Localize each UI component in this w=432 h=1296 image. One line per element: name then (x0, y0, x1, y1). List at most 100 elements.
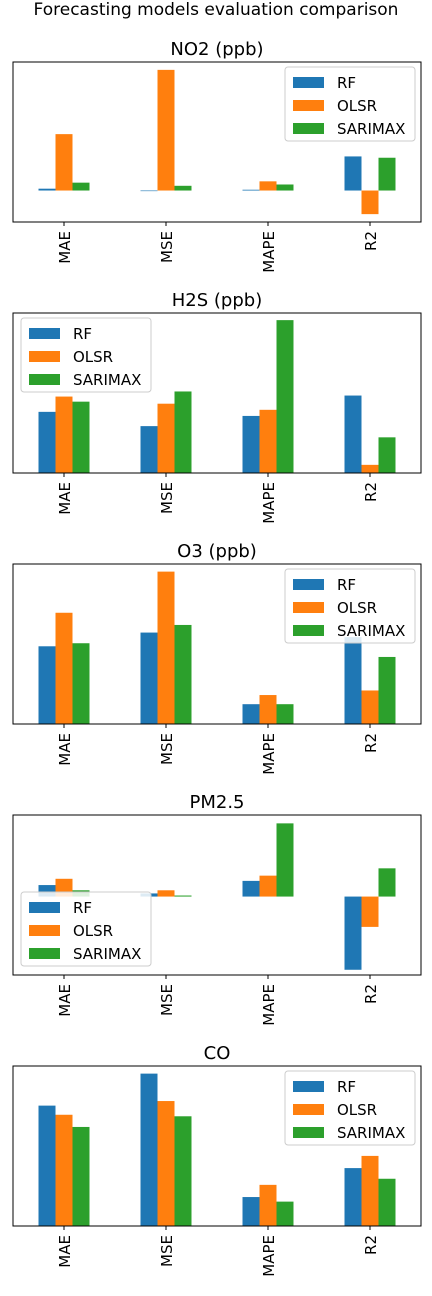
bar-rf-mape (242, 415, 260, 473)
bar-sarimax-mape (276, 823, 294, 897)
x-tick-label: MAE (56, 1235, 74, 1268)
bar-rf-mae (38, 885, 56, 897)
legend-swatch-sarimax (293, 625, 324, 636)
bar-olsr-mae (55, 134, 73, 191)
bar-sarimax-mse (174, 624, 192, 724)
x-tick-label: R2 (362, 984, 380, 1004)
bar-olsr-mse (157, 69, 175, 191)
legend-swatch-olsr (293, 100, 324, 111)
legend-swatch-rf (29, 328, 60, 339)
legend: RF OLSR SARIMAX (284, 1070, 416, 1146)
legend-label-olsr: OLSR (337, 97, 377, 115)
bar-sarimax-mae (72, 401, 90, 473)
legend-label-olsr: OLSR (73, 348, 113, 366)
x-tick-label: MAPE (260, 984, 278, 1026)
x-tick-label: MAPE (260, 231, 278, 273)
bar-rf-mae (38, 188, 56, 191)
legend-swatch-rf (293, 77, 324, 88)
legend-label-sarimax: SARIMAX (73, 945, 141, 963)
chart-panel-1: NO2 (ppb) MAE MSE MAPE R2 RF OLSR SARIMAX (12, 39, 422, 273)
legend: RF OLSR SARIMAX (20, 317, 152, 393)
bar-olsr-mae (55, 396, 73, 473)
legend-swatch-rf (29, 902, 60, 913)
axes-frame (12, 1065, 422, 1227)
bar-rf-r2 (344, 1168, 362, 1226)
x-tick-label: MAPE (260, 482, 278, 524)
bar-rf-mape (242, 880, 260, 897)
axes-frame (12, 563, 422, 725)
bar-sarimax-mae (72, 182, 90, 191)
bar-olsr-mape (259, 875, 277, 897)
x-tick-label: MAPE (260, 733, 278, 775)
bar-olsr-mape (259, 409, 277, 473)
bar-rf-mae (38, 646, 56, 724)
chart-panel-2: H2S (ppb) MAE MSE MAPE R2 RF OLSR SARIMAX (12, 290, 422, 524)
bar-sarimax-mape (276, 184, 294, 191)
legend-swatch-rf (293, 1081, 324, 1092)
legend-label-rf: RF (73, 899, 92, 917)
bar-olsr-r2 (361, 896, 379, 927)
bar-olsr-mse (157, 890, 175, 897)
bar-sarimax-mse (174, 185, 192, 191)
bar-sarimax-r2 (378, 1178, 396, 1226)
x-tick-label: R2 (362, 482, 380, 502)
bar-sarimax-mse (174, 1116, 192, 1226)
x-tick-label: MAE (56, 482, 74, 515)
legend-swatch-sarimax (293, 1127, 324, 1138)
legend: RF OLSR SARIMAX (284, 66, 416, 142)
x-tick-label: MSE (158, 1235, 176, 1267)
chart-title: PM2.5 (189, 792, 244, 813)
bar-olsr-mse (157, 403, 175, 473)
bar-rf-r2 (344, 896, 362, 970)
bar-sarimax-r2 (378, 437, 396, 473)
bar-rf-mae (38, 1105, 56, 1226)
legend-swatch-sarimax (29, 948, 60, 959)
axes-frame (12, 312, 422, 474)
legend-swatch-olsr (29, 351, 60, 362)
bar-olsr-mae (55, 612, 73, 724)
bar-olsr-mape (259, 181, 277, 191)
bar-olsr-r2 (361, 190, 379, 215)
figure-suptitle: Forecasting models evaluation comparison (34, 0, 399, 20)
chart-title: NO2 (ppb) (170, 39, 263, 60)
x-tick-label: MAE (56, 984, 74, 1017)
legend-swatch-olsr (293, 602, 324, 613)
legend-label-rf: RF (337, 576, 356, 594)
chart-panel-4: PM2.5 MAE MSE MAPE R2 RF OLSR SARIMAX (12, 792, 422, 1026)
chart-title: H2S (ppb) (172, 290, 262, 311)
x-tick-label: MSE (158, 984, 176, 1016)
legend-swatch-sarimax (29, 374, 60, 385)
legend: RF OLSR SARIMAX (284, 568, 416, 644)
bar-sarimax-r2 (378, 656, 396, 724)
bar-rf-mse (140, 1073, 158, 1226)
bar-olsr-mae (55, 1114, 73, 1226)
bar-rf-mape (242, 1197, 260, 1226)
bar-olsr-r2 (361, 690, 379, 724)
legend-label-sarimax: SARIMAX (337, 1124, 405, 1142)
legend-label-sarimax: SARIMAX (73, 371, 141, 389)
bar-sarimax-mape (276, 1201, 294, 1226)
bar-sarimax-mse (174, 391, 192, 473)
x-tick-label: R2 (362, 733, 380, 753)
bar-sarimax-r2 (378, 868, 396, 897)
legend-label-olsr: OLSR (337, 1101, 377, 1119)
legend-swatch-sarimax (293, 123, 324, 134)
legend-swatch-rf (293, 579, 324, 590)
legend-label-olsr: OLSR (337, 599, 377, 617)
bar-olsr-mape (259, 695, 277, 724)
axes-frame (12, 814, 422, 976)
legend-label-sarimax: SARIMAX (337, 622, 405, 640)
legend-swatch-olsr (29, 925, 60, 936)
bar-rf-r2 (344, 156, 362, 191)
bar-sarimax-mae (72, 643, 90, 724)
bar-sarimax-mae (72, 1126, 90, 1226)
bar-sarimax-mse (174, 895, 192, 897)
bar-rf-mse (140, 632, 158, 724)
bar-sarimax-mape (276, 320, 294, 473)
x-tick-label: MSE (158, 482, 176, 514)
bar-olsr-mse (157, 1101, 175, 1226)
bar-olsr-mape (259, 1184, 277, 1226)
